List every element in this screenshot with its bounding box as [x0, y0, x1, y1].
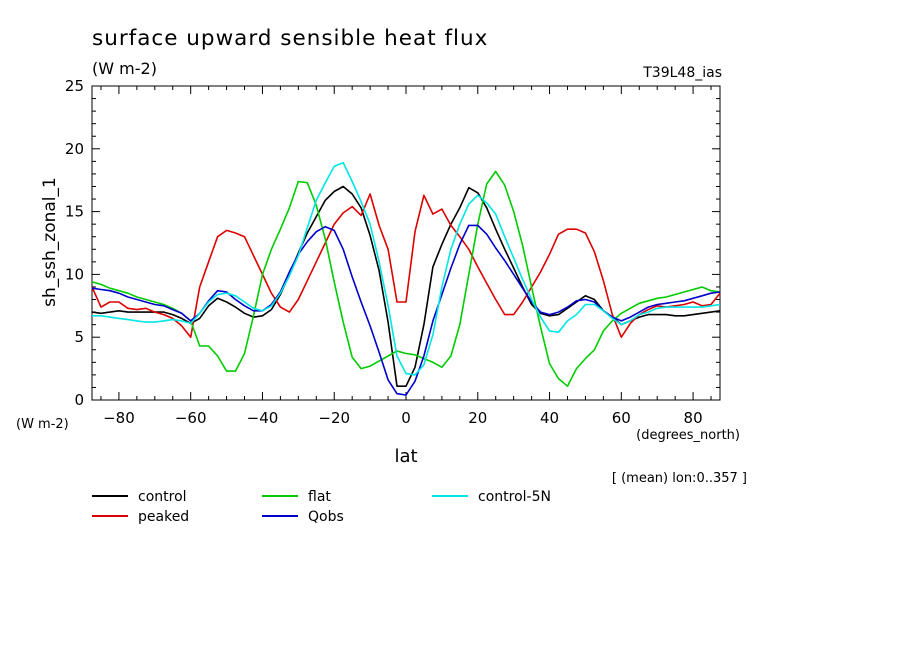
- legend-label-control-5N: control-5N: [478, 489, 551, 505]
- y-axis-label: sh_ssh_zonal_1: [40, 177, 60, 307]
- y-tick-label: 20: [65, 140, 84, 158]
- legend: control peaked flat Qobs control-5N: [92, 489, 551, 525]
- x-axis-units: (degrees_north): [636, 428, 740, 443]
- y-tick-label: 10: [65, 265, 84, 283]
- legend-label-flat: flat: [308, 489, 331, 505]
- x-tick-label: 40: [540, 409, 559, 427]
- x-axis-label: lat: [394, 446, 417, 467]
- x-tick-label: −60: [175, 409, 207, 427]
- y-tick-label: 15: [65, 203, 84, 221]
- series-line-peaked: [91, 193, 721, 339]
- y-tick-label: 0: [74, 391, 84, 409]
- chart-units-label: (W m-2): [92, 59, 157, 78]
- x-tick-label: −40: [247, 409, 279, 427]
- series-line-control-5N: [92, 161, 721, 376]
- x-tick-label: 80: [684, 409, 703, 427]
- y-tick-label: 5: [74, 328, 84, 346]
- legend-label-control: control: [138, 489, 187, 505]
- axes-group: −80 −60 −40 −20 0 20 40 60 80 0 5 10 15 20 25: [65, 77, 721, 427]
- series-line-control: [91, 185, 721, 388]
- x-tick-label: 0: [401, 409, 411, 427]
- experiment-label: T39L48_ias: [642, 65, 722, 81]
- mean-note: [ (mean) lon:0..357 ]: [612, 471, 747, 486]
- y-tick-label: 25: [65, 77, 84, 95]
- series-group: [91, 161, 721, 396]
- y-axis-units: (W m-2): [16, 417, 69, 432]
- series-line-flat: [91, 170, 721, 388]
- x-tick-label: −80: [103, 409, 135, 427]
- legend-label-peaked: peaked: [138, 509, 189, 525]
- x-tick-label: 20: [468, 409, 487, 427]
- x-tick-label: −20: [318, 409, 350, 427]
- legend-label-Qobs: Qobs: [308, 509, 344, 525]
- chart-title: surface upward sensible heat flux: [92, 26, 488, 51]
- x-tick-label: 60: [612, 409, 631, 427]
